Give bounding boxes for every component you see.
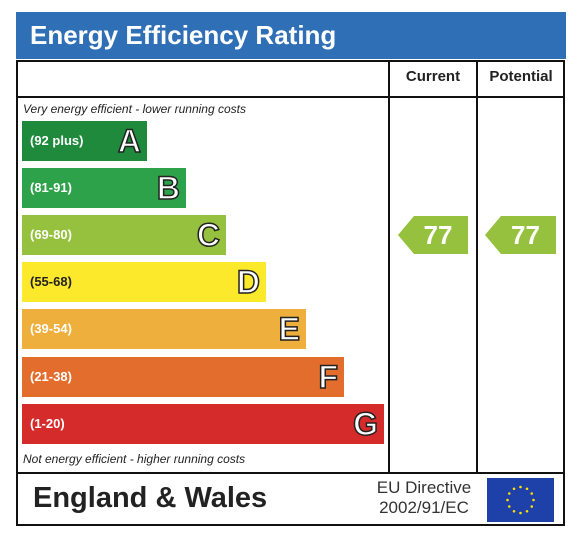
potential-arrow-shape [485,216,556,254]
band-letter: G [352,405,378,443]
band-letter: A [117,122,142,160]
band-range-label: (81-91) [30,180,72,195]
eu-star [507,505,511,508]
current-arrow-shape [398,216,468,254]
eu-star [525,509,529,513]
rating-band-d: (55-68) D [22,262,266,302]
current-rating-arrow: 77 [398,216,468,254]
band-letter: C [196,216,221,254]
rating-band-g: (1-20) G [22,404,384,444]
rating-band-b: (81-91) B [22,168,186,208]
footer-row-divider [16,472,565,474]
chart-title: Energy Efficiency Rating [16,12,566,59]
eu-stars-icon [506,485,535,515]
eu-star [512,487,516,491]
eu-star [507,492,511,495]
band-range-label: (69-80) [30,227,72,242]
note-top: Very energy efficient - lower running co… [23,102,246,116]
eu-star [506,498,509,502]
eu-directive-line2: 2002/91/EC [379,498,469,517]
column-divider-potential [476,60,478,474]
band-letter: F [318,358,339,396]
band-range-label: (92 plus) [30,133,84,148]
eu-star [519,511,522,515]
chart-frame [16,60,565,526]
eu-star [530,505,534,508]
region-label: England & Wales [33,482,268,514]
eu-star [525,487,529,491]
band-letter: D [236,263,261,301]
eu-star [530,492,534,495]
header-row-divider [16,96,565,98]
band-range-label: (55-68) [30,274,72,289]
eu-star [519,485,522,489]
eu-star [532,498,535,502]
eu-directive: EU Directive 2002/91/EC [366,478,482,518]
band-range-label: (21-38) [30,369,72,384]
note-bottom: Not energy efficient - higher running co… [23,452,246,466]
column-divider-current [388,60,390,474]
rating-band-a: (92 plus) A [22,121,147,161]
rating-band-f: (21-38) F [22,357,344,397]
current-rating-value: 77 [423,220,453,250]
band-range-label: (39-54) [30,321,72,336]
potential-rating-arrow: 77 [485,216,556,254]
column-header-potential: Potential [489,68,553,85]
band-letter: B [156,169,181,207]
eu-flag-icon [487,478,554,522]
eu-directive-line1: EU Directive [376,478,472,497]
band-letter: E [278,310,301,348]
eu-star [512,509,516,513]
band-range-label: (1-20) [30,416,65,431]
rating-band-e: (39-54) E [22,309,306,349]
rating-band-c: (69-80) C [22,215,226,255]
potential-rating-value: 77 [511,220,540,250]
column-header-current: Current [405,68,461,85]
